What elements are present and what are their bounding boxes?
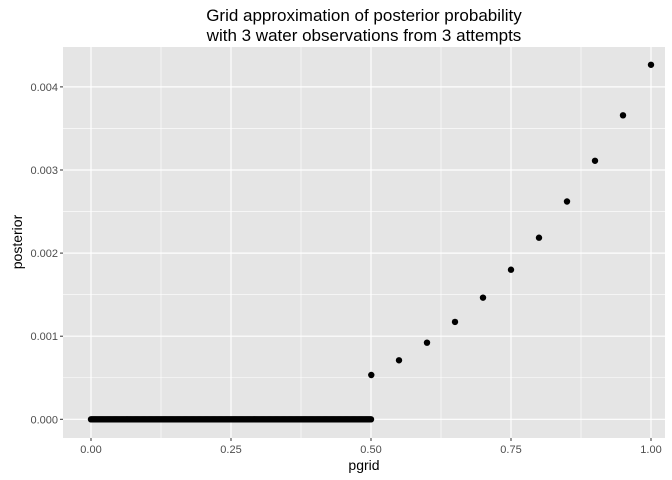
y-tick-label: 0.000 <box>30 414 58 426</box>
chart-title-line-2: with 3 water observations from 3 attempt… <box>206 26 522 45</box>
data-point <box>451 318 459 326</box>
y-tick-label: 0.004 <box>30 82 58 94</box>
data-point <box>367 416 375 423</box>
y-axis-title: posterior <box>9 214 25 269</box>
x-tick-label: 0.75 <box>500 444 521 456</box>
data-point <box>619 112 627 119</box>
data-point <box>507 266 515 273</box>
x-tick-label: 0.50 <box>360 444 381 456</box>
data-point <box>591 157 599 164</box>
x-tick-label: 0.00 <box>80 444 101 456</box>
y-tick-label: 0.002 <box>30 248 58 260</box>
y-tick-label: 0.001 <box>30 331 58 343</box>
data-point <box>563 198 571 205</box>
data-point <box>395 357 403 364</box>
x-axis-ticks: 0.00 0.25 0.50 0.75 1.00 <box>80 438 662 456</box>
y-axis-ticks: 0.000 0.001 0.002 0.003 0.004 <box>30 82 63 426</box>
x-axis-title: pgrid <box>348 457 379 473</box>
x-tick-label: 0.25 <box>220 444 241 456</box>
data-point <box>423 339 431 346</box>
data-point <box>535 234 543 241</box>
data-point <box>368 371 375 379</box>
data-point <box>479 294 487 301</box>
y-tick-label: 0.003 <box>30 165 58 177</box>
plot-panel <box>63 47 665 438</box>
x-tick-label: 1.00 <box>640 444 661 456</box>
chart-title-line-1: Grid approximation of posterior probabil… <box>206 6 522 25</box>
data-point <box>647 61 655 68</box>
data-points <box>87 61 655 423</box>
